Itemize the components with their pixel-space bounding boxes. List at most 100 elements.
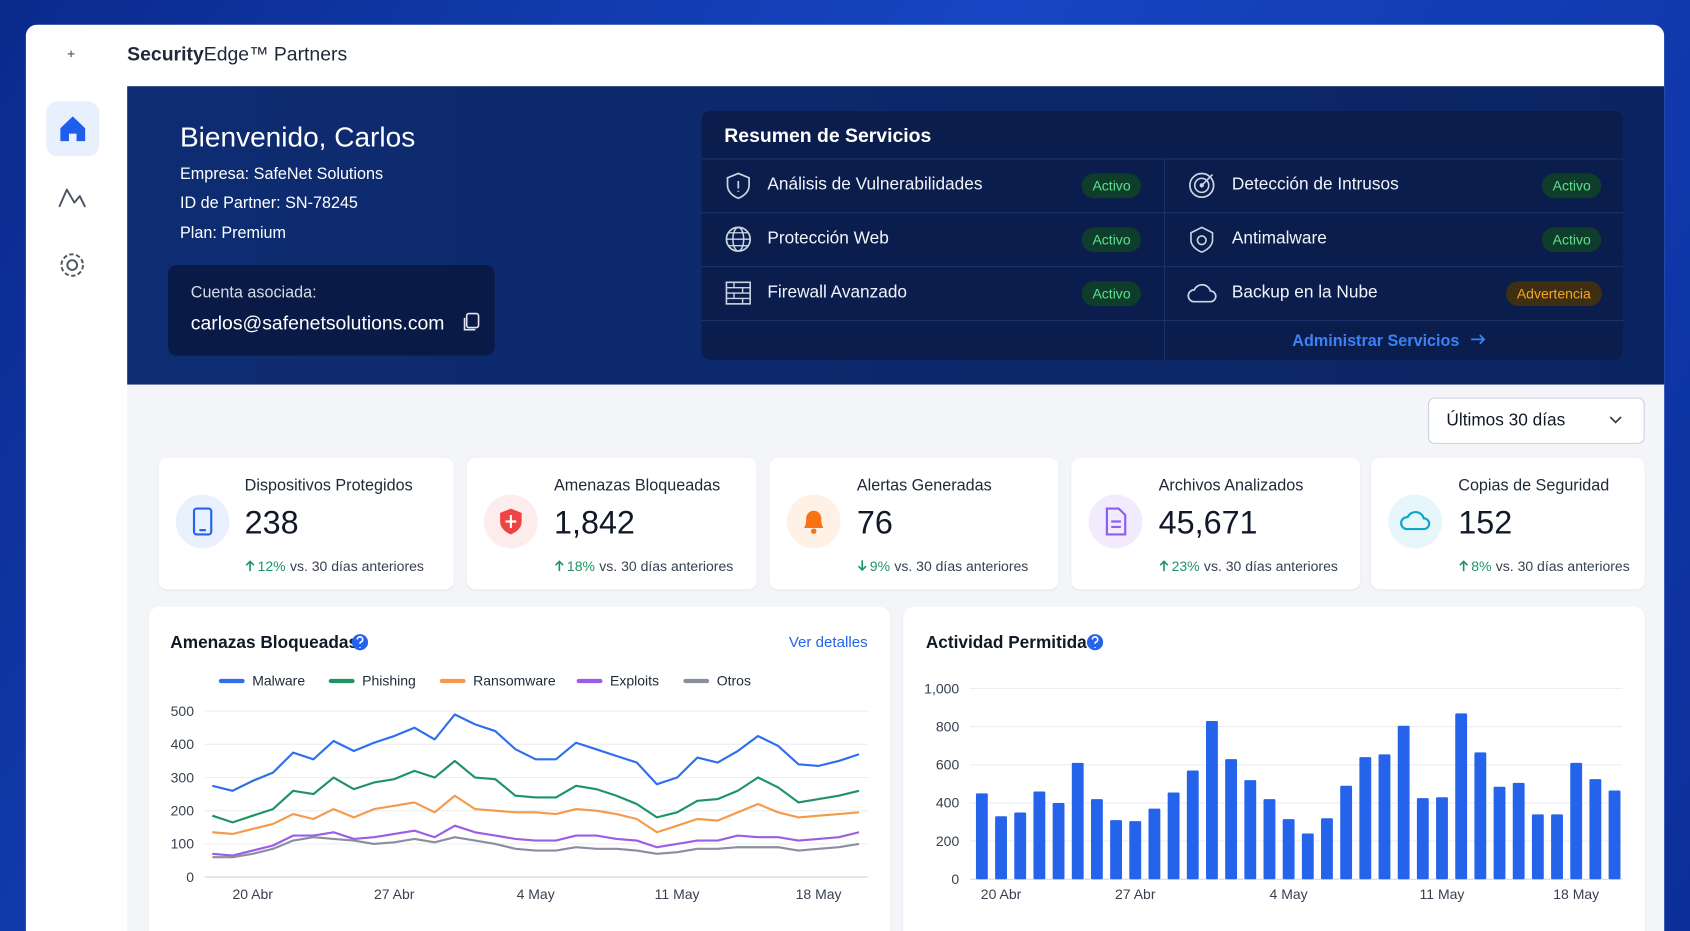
service-name: Detección de Intrusos <box>1231 175 1399 194</box>
divider <box>1164 158 1166 360</box>
bar <box>1186 770 1199 880</box>
bar <box>1512 782 1525 880</box>
kpi-change: 23% <box>1171 558 1200 575</box>
brand-rest: Edge™ Partners <box>203 43 348 65</box>
bar <box>1493 786 1506 880</box>
sidebar-toggle[interactable] <box>65 47 78 60</box>
kpi-value: 238 <box>244 505 299 541</box>
icon-firewall <box>725 281 751 305</box>
account-label: Cuenta asociada: <box>190 283 317 302</box>
icon-antimalware <box>1190 226 1214 254</box>
trend-arrow <box>857 560 867 572</box>
trend-arrow <box>1459 560 1468 572</box>
copy-button[interactable] <box>461 311 483 333</box>
bar <box>1110 820 1123 880</box>
kpi-note: vs. 30 días anteriores <box>1495 558 1630 575</box>
trend-arrow <box>245 560 255 572</box>
kpi-note: vs. 30 días anteriores <box>289 558 424 575</box>
legend-label: Malware <box>252 673 305 689</box>
y-tick-label: 0 <box>951 871 959 887</box>
x-tick-label: 4 May <box>1270 886 1308 902</box>
kpi-icon <box>175 494 230 549</box>
bar <box>1436 797 1448 880</box>
legend-label: Phishing <box>362 673 416 689</box>
nav-analytics[interactable] <box>56 183 88 213</box>
x-tick-label: 11 May <box>655 886 700 902</box>
kpi-label: Alertas Generadas <box>856 476 992 495</box>
status-badge: Activo <box>1081 227 1142 253</box>
legend-label: Ransomware <box>473 673 556 689</box>
bar <box>1455 713 1468 880</box>
kpi-icon <box>786 494 841 549</box>
manage-services-link[interactable]: Administrar Servicios <box>1292 333 1487 349</box>
bar <box>1551 814 1563 880</box>
chevron <box>1609 416 1622 424</box>
details-link[interactable]: Ver detalles <box>789 634 868 651</box>
kpi-icon <box>1388 494 1443 549</box>
kpi-change: 18% <box>566 558 595 575</box>
x-tick-label: 20 Abr <box>232 886 273 902</box>
bar <box>975 793 988 880</box>
kpi-note: vs. 30 días anteriores <box>599 558 734 575</box>
divider <box>701 266 1624 268</box>
nav-home[interactable] <box>46 101 100 157</box>
service-name: Análisis de Vulnerabilidades <box>767 175 983 194</box>
legend-label: Otros <box>717 673 751 689</box>
service-name: Firewall Avanzado <box>767 283 908 302</box>
icon-shield <box>726 172 750 200</box>
divider <box>701 158 1624 160</box>
bar <box>1129 821 1142 880</box>
welcome-title: Bienvenido, Carlos <box>179 120 416 154</box>
account-email: carlos@safenetsolutions.com <box>190 312 445 335</box>
bar <box>1378 754 1391 880</box>
bar <box>1071 762 1084 880</box>
kpi-change: 12% <box>257 558 286 575</box>
bar <box>1206 720 1218 880</box>
y-tick-label: 300 <box>171 769 195 785</box>
kpi-label: Copias de Seguridad <box>1458 476 1610 495</box>
y-tick-label: 100 <box>171 836 195 852</box>
bar <box>1052 802 1065 880</box>
kpi-note: vs. 30 días anteriores <box>1203 558 1338 575</box>
service-name: Protección Web <box>767 229 889 248</box>
bar <box>1244 780 1257 880</box>
bar <box>1340 785 1353 880</box>
bar <box>1397 725 1410 880</box>
nav-settings[interactable] <box>56 249 88 281</box>
arrow-icon <box>1471 334 1486 345</box>
y-tick-label: 0 <box>186 869 194 885</box>
y-tick-label: 400 <box>171 736 195 752</box>
x-tick-label: 18 May <box>1553 886 1599 902</box>
kpi-change: 8% <box>1471 558 1492 575</box>
kpi-icon <box>483 494 538 549</box>
bar <box>1531 814 1544 880</box>
line-series <box>212 713 860 792</box>
kpi-value: 1,842 <box>553 505 635 541</box>
line-series <box>212 836 860 859</box>
x-tick-label: 27 Abr <box>1115 886 1156 902</box>
period-dropdown[interactable]: Últimos 30 días <box>1428 397 1645 444</box>
service-name: Antimalware <box>1231 229 1327 248</box>
plan: Plan: Premium <box>179 224 287 243</box>
status-badge: Activo <box>1541 227 1602 253</box>
divider <box>701 212 1624 214</box>
icon-cloud <box>1187 283 1217 303</box>
brand-strong: Security <box>127 43 204 65</box>
bar <box>1608 790 1621 880</box>
company: Empresa: SafeNet Solutions <box>179 164 384 184</box>
bar <box>1090 799 1103 880</box>
status-badge: Activo <box>1081 173 1142 199</box>
kpi-note: vs. 30 días anteriores <box>894 558 1029 575</box>
status-badge: Advertencia <box>1506 281 1602 307</box>
legend-label: Exploits <box>610 673 659 689</box>
bar <box>995 816 1007 880</box>
trend-arrow <box>1159 560 1169 572</box>
y-tick-label: 600 <box>936 757 960 773</box>
icon-globe <box>725 226 752 252</box>
help-glyph <box>1091 636 1099 648</box>
divider <box>701 320 1624 322</box>
line-series <box>212 794 860 836</box>
link-text: Administrar Servicios <box>1292 331 1460 351</box>
